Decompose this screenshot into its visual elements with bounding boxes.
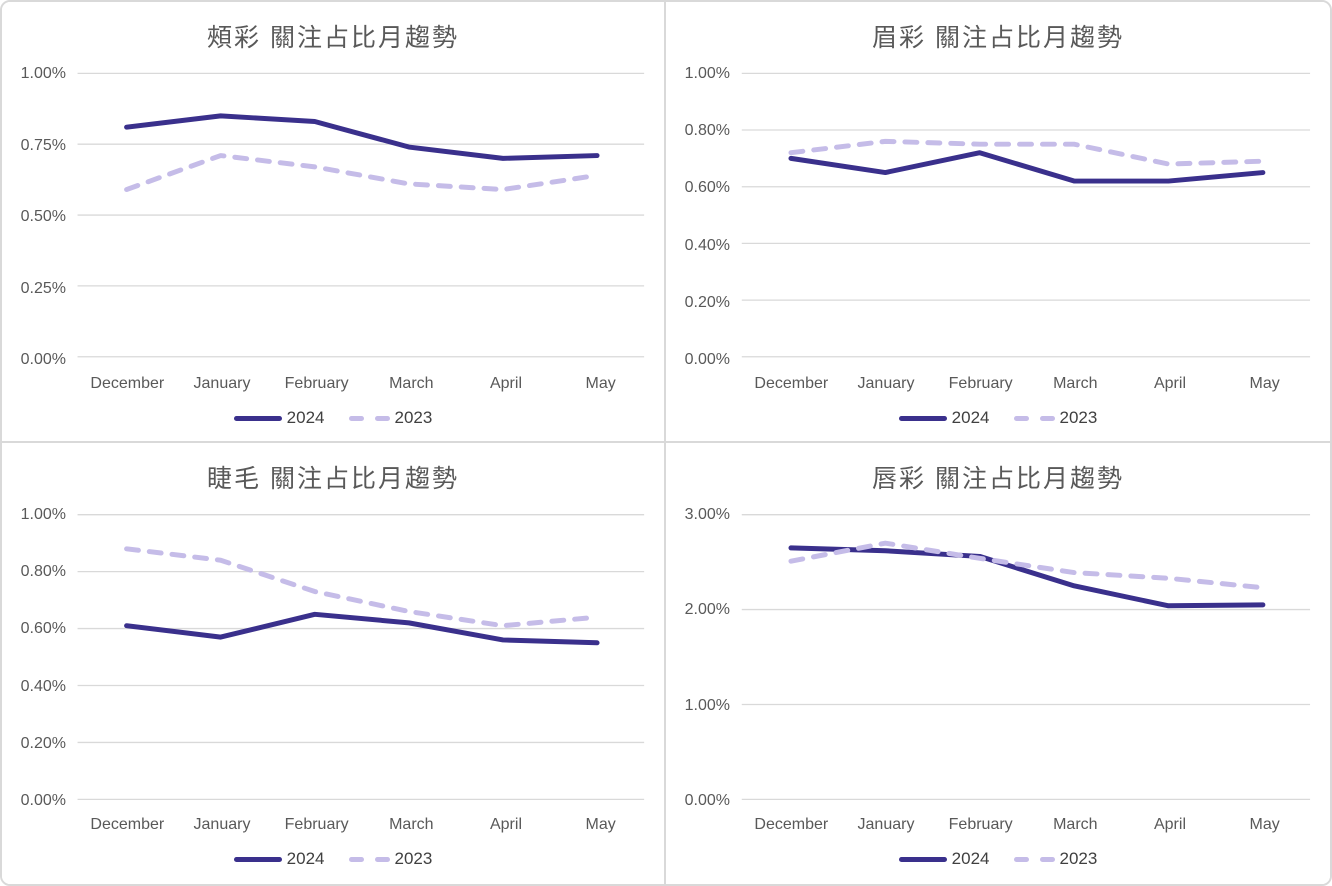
chart-card-eyelash: 睫毛 關注占比月趨勢 1.00% 0.80% 0.60% 0.40% 0.20% 0.00… — [2, 443, 666, 884]
series-line-2024 — [788, 545, 1266, 609]
solid-line-swatch-icon — [898, 856, 947, 862]
x-axis-tick-label: April — [1153, 816, 1186, 833]
legend-item-2023: 2023 — [348, 408, 433, 428]
x-axis-tick-label: December — [90, 816, 165, 833]
legend-item-2023: 2023 — [1013, 849, 1098, 869]
series-line-2024 — [788, 150, 1266, 184]
legend-item-2023: 2023 — [348, 849, 433, 869]
x-axis-tick-label: April — [489, 375, 522, 392]
y-axis-tick-label: 0.50% — [20, 208, 66, 225]
x-axis-tick-label: April — [1153, 375, 1186, 392]
x-axis-tick-label: February — [284, 375, 349, 392]
y-axis-tick-label: 0.40% — [20, 677, 66, 695]
x-axis-tick-label: March — [1053, 816, 1098, 833]
y-axis-tick-label: 0.40% — [684, 236, 730, 254]
legend-item-2023: 2023 — [1013, 408, 1098, 428]
x-axis-tick-label: May — [1249, 816, 1280, 833]
series-line-2024 — [124, 611, 600, 646]
chart-canvas — [741, 72, 1311, 358]
chart-card-blush: 頰彩 關注占比月趨勢 1.00% 0.75% 0.50% 0.25% 0.00% Dece… — [2, 2, 666, 443]
y-axis-tick-label: 0.00% — [20, 792, 66, 809]
y-axis-tick-label: 1.00% — [20, 65, 66, 82]
chart-canvas — [77, 514, 645, 801]
x-axis-tick-label: May — [585, 816, 616, 833]
legend-eyebrow: 2024 2023 — [666, 406, 1330, 430]
y-axis-tick-label: 0.60% — [684, 179, 730, 197]
y-axis-tick-label: 0.80% — [20, 563, 66, 581]
y-axis-tick-label: 0.60% — [20, 620, 66, 638]
x-axis-tick-label: February — [948, 816, 1013, 833]
y-axis-tick-label: 1.00% — [20, 506, 66, 523]
x-axis-tick-label: March — [389, 375, 434, 392]
legend-blush: 2024 2023 — [2, 406, 664, 430]
legend-label-2023: 2023 — [1059, 408, 1098, 427]
series-line-2023 — [124, 546, 600, 629]
chart-title-eyelash: 睫毛 關注占比月趨勢 — [207, 465, 459, 493]
y-axis-tick-label: 0.75% — [20, 136, 66, 154]
series-line-2023 — [124, 153, 600, 193]
legend-label-2023: 2023 — [394, 849, 433, 868]
y-axis-tick-label: 0.00% — [20, 351, 66, 368]
x-axis-tick-label: May — [1249, 375, 1280, 392]
legend-item-2024: 2024 — [233, 408, 325, 428]
x-axis-tick-label: March — [389, 816, 434, 833]
legend-label-2024: 2024 — [951, 849, 990, 868]
dashed-line-swatch-icon — [348, 856, 390, 862]
y-axis-tick-label: 0.00% — [684, 351, 730, 368]
x-axis-tick-label: May — [585, 375, 616, 392]
dashed-line-swatch-icon — [348, 415, 390, 421]
chart-canvas — [77, 72, 645, 358]
y-axis-tick-label: 0.80% — [684, 122, 730, 140]
chart-title-lip: 唇彩 關注占比月趨勢 — [872, 465, 1124, 493]
chart-card-lip: 唇彩 關注占比月趨勢 3.00% 2.00% 1.00% 0.00% December J… — [666, 443, 1330, 884]
x-axis-tick-label: April — [489, 816, 522, 833]
legend-label-2024: 2024 — [286, 849, 325, 868]
y-axis-tick-label: 2.00% — [684, 601, 730, 619]
chart-card-eyebrow: 眉彩 關注占比月趨勢 1.00% 0.80% 0.60% 0.40% 0.20% 0.00… — [666, 2, 1330, 443]
y-axis-tick-label: 0.20% — [20, 734, 66, 752]
legend-lip: 2024 2023 — [666, 847, 1330, 871]
y-axis-tick-label: 0.00% — [684, 792, 730, 809]
solid-line-swatch-icon — [898, 415, 947, 421]
y-axis-tick-label: 0.20% — [684, 293, 730, 311]
series-line-2024 — [124, 113, 600, 161]
x-axis-tick-label: January — [193, 375, 251, 392]
x-axis-tick-label: March — [1053, 375, 1098, 392]
legend-label-2023: 2023 — [394, 408, 433, 427]
x-axis-tick-label: February — [948, 375, 1013, 392]
dashed-line-swatch-icon — [1013, 856, 1055, 862]
series-line-2023 — [788, 138, 1266, 167]
plot-area-eyebrow: 1.00% 0.80% 0.60% 0.40% 0.20% 0.00% December Ja… — [666, 2, 1330, 441]
x-axis-tick-label: December — [90, 375, 165, 392]
plot-area-eyelash: 1.00% 0.80% 0.60% 0.40% 0.20% 0.00% December Ja… — [2, 443, 664, 884]
plot-area-lip: 3.00% 2.00% 1.00% 0.00% December January Febru… — [666, 443, 1330, 884]
legend-item-2024: 2024 — [898, 408, 990, 428]
dashed-line-swatch-icon — [1013, 415, 1055, 421]
y-axis-tick-label: 1.00% — [684, 696, 730, 714]
x-axis-tick-label: January — [857, 816, 915, 833]
legend-label-2023: 2023 — [1059, 849, 1098, 868]
legend-eyelash: 2024 2023 — [2, 847, 664, 871]
legend-label-2024: 2024 — [286, 408, 325, 427]
x-axis-tick-label: February — [284, 816, 349, 833]
legend-item-2024: 2024 — [233, 849, 325, 869]
chart-canvas — [741, 514, 1311, 801]
solid-line-swatch-icon — [233, 856, 282, 862]
x-axis-tick-label: December — [754, 375, 829, 392]
legend-item-2024: 2024 — [898, 849, 990, 869]
chart-title-blush: 頰彩 關注占比月趨勢 — [207, 24, 459, 52]
y-axis-tick-label: 1.00% — [684, 65, 730, 82]
plot-area-blush: 1.00% 0.75% 0.50% 0.25% 0.00% December January… — [2, 2, 664, 441]
x-axis-tick-label: January — [193, 816, 251, 833]
y-axis-tick-label: 0.25% — [20, 279, 66, 297]
series-line-2023 — [788, 540, 1266, 591]
x-axis-tick-label: December — [754, 816, 829, 833]
solid-line-swatch-icon — [233, 415, 282, 421]
legend-label-2024: 2024 — [951, 408, 990, 427]
chart-title-eyebrow: 眉彩 關注占比月趨勢 — [872, 24, 1124, 52]
y-axis-tick-label: 3.00% — [684, 506, 730, 523]
x-axis-tick-label: January — [857, 375, 915, 392]
